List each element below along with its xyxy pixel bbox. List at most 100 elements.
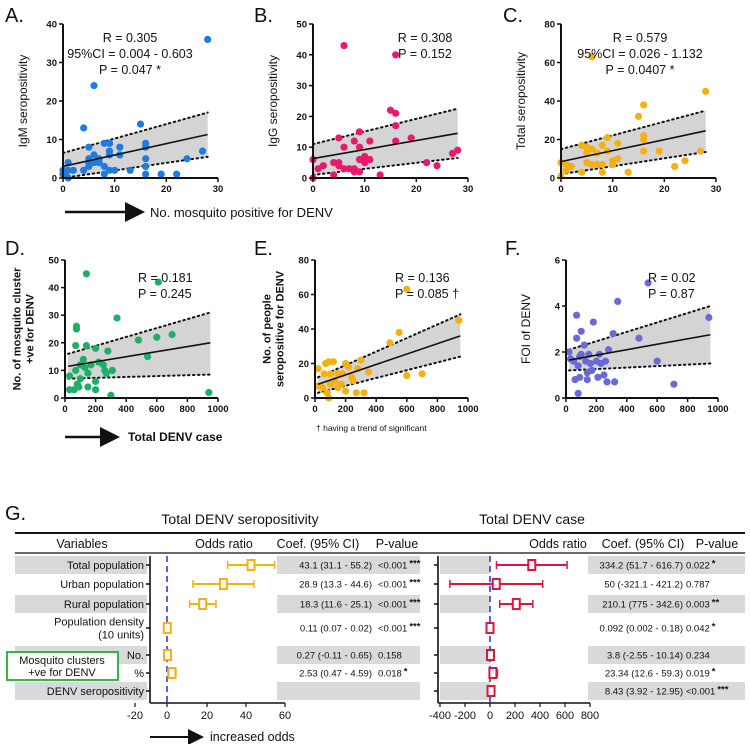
stat-annotation: P = 0.245	[138, 287, 192, 301]
x-tick-label: 400	[531, 710, 549, 722]
data-point	[75, 383, 83, 391]
x-tick-label: -200	[454, 710, 476, 722]
data-point	[104, 347, 112, 355]
lower-ci-line	[568, 362, 712, 372]
x-tick-label: -20	[127, 710, 143, 722]
point-estimate-marker	[485, 622, 495, 634]
x-tick-label: 1000	[707, 404, 728, 415]
data-point	[90, 151, 98, 159]
point-estimate-marker	[198, 598, 208, 610]
data-point	[407, 134, 415, 142]
data-point	[69, 166, 77, 174]
x-tick-label: 600	[399, 404, 415, 415]
confidence-band	[313, 108, 458, 175]
data-point	[142, 162, 150, 171]
data-point	[573, 311, 581, 319]
data-point	[594, 373, 602, 381]
y-axis-label: seropositive for DENV	[275, 270, 287, 387]
y-tick-label: 10	[48, 366, 59, 377]
data-point	[455, 316, 463, 324]
data-point	[583, 149, 591, 157]
panel-label: A.	[5, 5, 24, 27]
y-tick-label: 20	[296, 112, 307, 123]
x-tick-label: 800	[680, 404, 696, 415]
table-row: % 2.53 (0.47 - 4.59) 0.018 * 23.34 (12.6 - 5…	[134, 667, 716, 681]
data-point	[574, 362, 582, 370]
data-point	[136, 120, 145, 128]
y-tick-label: 30	[48, 311, 59, 322]
coef-ci-cell: 23.34 (12.6 - 59.3)	[605, 669, 683, 680]
y-tick-label: 20	[46, 97, 57, 108]
data-point	[392, 51, 400, 59]
data-point	[567, 162, 575, 171]
y-tick-label: 4	[555, 302, 561, 313]
x-tick-label: 200	[338, 404, 354, 415]
data-point	[376, 171, 384, 179]
coef-ci-cell: 0.11 (0.07 - 0.02)	[300, 624, 372, 635]
data-point	[142, 170, 150, 178]
data-point	[603, 378, 611, 386]
data-point	[319, 162, 327, 170]
table-row: Urban population 28.9 (13.3 - 44.6) <0.001…	[60, 578, 710, 592]
data-point	[134, 336, 143, 344]
data-point	[198, 147, 207, 155]
data-point	[337, 380, 345, 388]
data-point	[142, 155, 150, 163]
lower-ci-line	[560, 151, 707, 176]
data-point	[603, 133, 612, 142]
data-point	[355, 128, 364, 136]
row-label: Population density	[54, 617, 144, 629]
x-tick-label: 20	[201, 710, 213, 722]
data-point	[326, 370, 334, 378]
y-tick-label: 10	[296, 143, 307, 154]
regression-line	[560, 130, 706, 163]
coef-ci-cell: 50 (-321.1 - 421.2)	[604, 580, 683, 591]
data-point	[329, 358, 337, 366]
panel-label: C.	[503, 5, 523, 27]
significance-stars: *	[712, 559, 716, 570]
p-value-cell: <0.001 ***	[686, 685, 729, 698]
data-point	[588, 145, 596, 153]
data-point	[671, 162, 679, 171]
data-point	[84, 369, 92, 377]
data-point	[640, 135, 648, 144]
data-point	[624, 168, 632, 176]
data-point	[655, 147, 663, 155]
data-point	[583, 376, 591, 384]
data-point	[614, 139, 622, 147]
data-point	[84, 383, 92, 391]
stat-annotation: P = 0.0407 *	[606, 63, 675, 77]
p-value-cell: 0.234	[686, 651, 710, 662]
y-tick-label: 50	[48, 256, 59, 267]
p-value-cell: <0.001 ***	[378, 559, 421, 572]
row-band	[277, 646, 420, 664]
p-value-cell: <0.001 ***	[378, 598, 421, 611]
data-point	[335, 134, 343, 142]
point-estimate-marker	[491, 578, 501, 590]
coef-ci-cell: 0.092 (0.002 - 0.18)	[600, 624, 683, 635]
row-band	[440, 595, 490, 613]
data-point	[392, 109, 400, 117]
stat-annotation: P = 0.047 *	[99, 63, 161, 77]
data-point	[144, 353, 152, 361]
row-band	[588, 682, 745, 700]
x-tick-label: 30	[213, 184, 224, 195]
data-point	[81, 364, 89, 372]
x-tick-label: 20	[161, 184, 172, 195]
x-tick-label: 0	[60, 184, 65, 195]
data-point	[580, 341, 588, 349]
significance-stars: ***	[409, 622, 420, 633]
data-point	[72, 322, 81, 330]
y-tick-label: 40	[46, 20, 57, 31]
group-label: +ve for DENV	[28, 667, 96, 679]
data-point	[403, 285, 411, 293]
row-band	[588, 646, 745, 664]
p-value-cell: <0.001 ***	[378, 578, 421, 591]
scatter-panel-a: A. 0 10 20 30 0 10 20 30 40 IgM seropositivity R = …	[5, 5, 223, 195]
coef-ci-cell: 43.1 (31.1 - 55.2)	[299, 561, 372, 572]
table-row: Rural population 18.3 (11.6 - 25.1) <0.001…	[64, 598, 720, 612]
row-band	[15, 682, 147, 700]
y-tick-label: 60	[298, 290, 309, 301]
